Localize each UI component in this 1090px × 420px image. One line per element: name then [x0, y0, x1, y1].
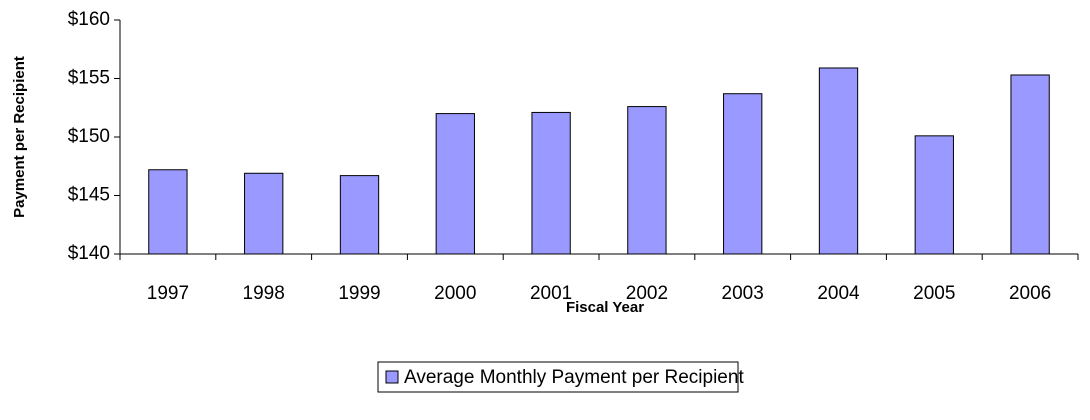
- bar: [339, 175, 380, 255]
- bar: [723, 93, 763, 255]
- y-tick-label: $140: [68, 243, 110, 264]
- x-tick-label: 2004: [817, 283, 860, 304]
- x-tick-label: 2001: [530, 283, 572, 304]
- legend-label: Average Monthly Payment per Recipient: [404, 367, 744, 388]
- bar: [1010, 74, 1050, 255]
- y-tick-label: $145: [68, 185, 110, 206]
- x-tick-label: 1997: [147, 283, 189, 304]
- y-tick-label: $155: [68, 68, 110, 89]
- y-tick-label: $150: [68, 126, 110, 147]
- bar: [531, 111, 571, 255]
- bar: [818, 67, 859, 255]
- x-tick-label: 2003: [722, 283, 764, 304]
- legend-box: [377, 361, 739, 393]
- x-tick-label: 2006: [1009, 283, 1051, 304]
- bar: [435, 113, 475, 255]
- bar: [627, 106, 667, 255]
- x-tick-label: 2000: [434, 283, 476, 304]
- y-tick-label: $160: [68, 9, 110, 30]
- bar: [148, 169, 188, 255]
- legend-swatch: [385, 370, 399, 384]
- x-tick-label: 1998: [243, 283, 285, 304]
- bar: [244, 172, 284, 255]
- x-axis-title: Fiscal Year: [566, 299, 644, 316]
- x-tick-label: 2002: [626, 283, 668, 304]
- x-tick-label: 1999: [338, 283, 380, 304]
- y-axis-title: Payment per Recipient: [11, 56, 28, 218]
- x-tick-label: 2005: [913, 283, 955, 304]
- bar: [914, 135, 954, 255]
